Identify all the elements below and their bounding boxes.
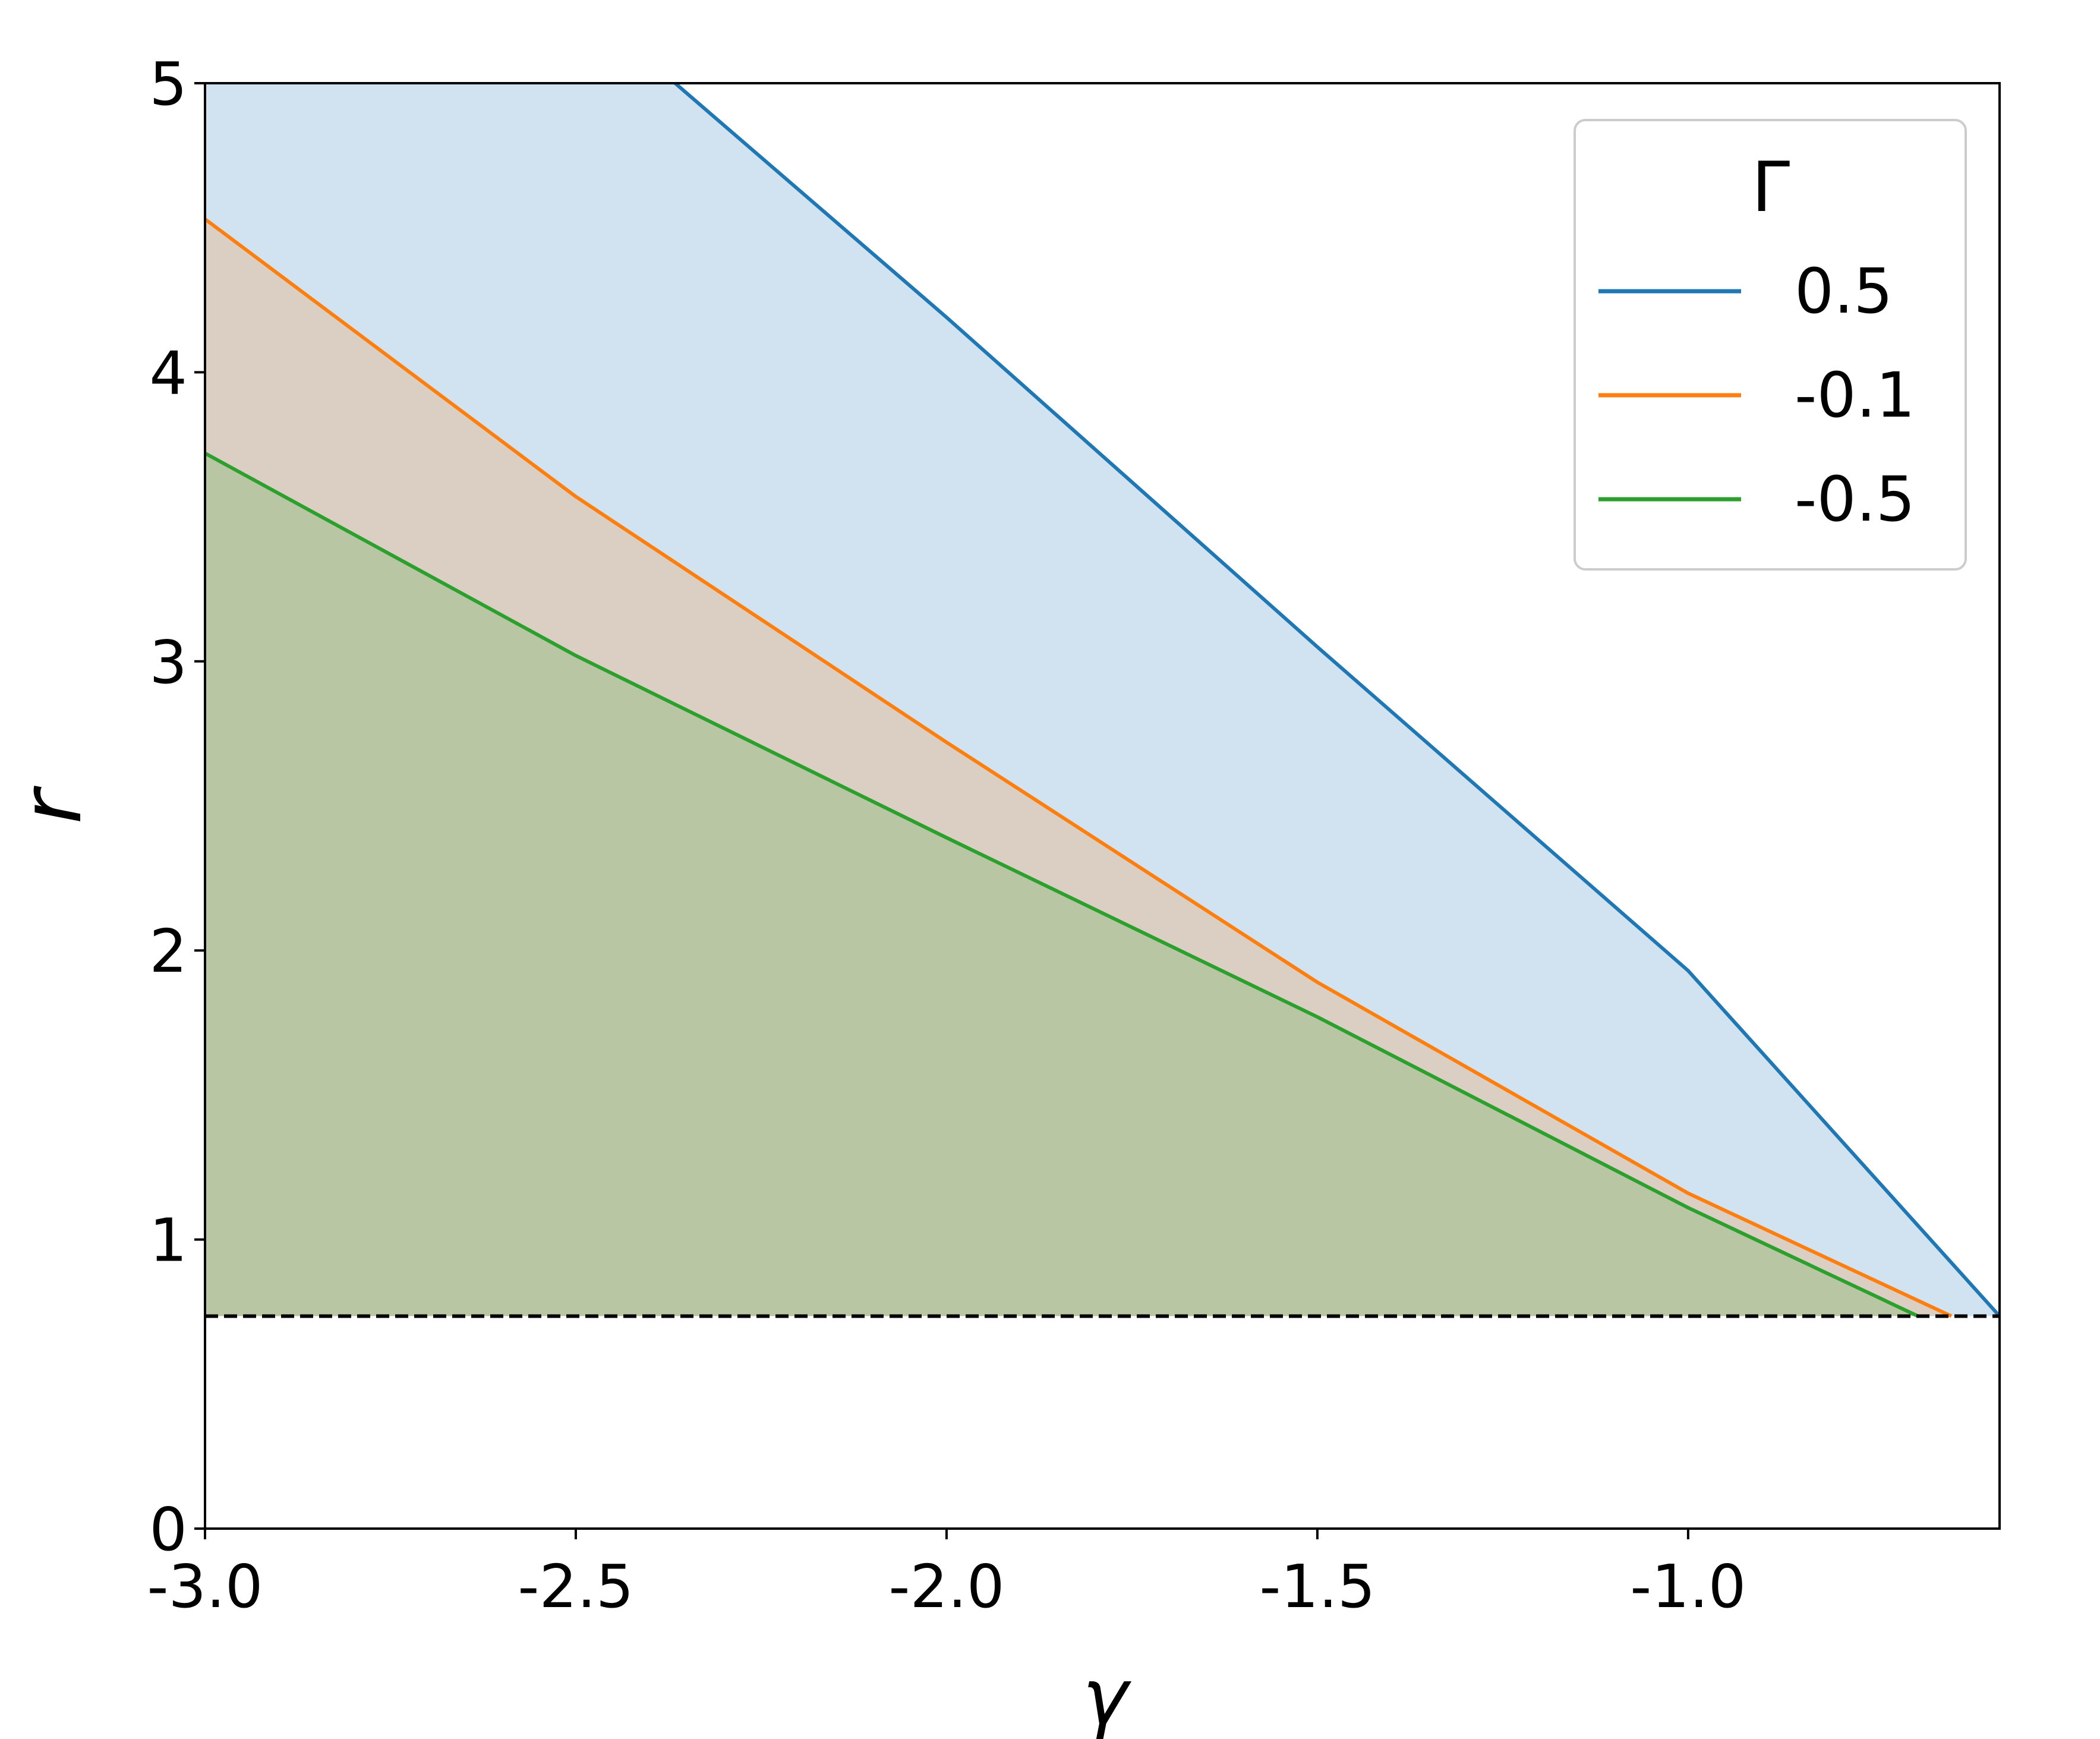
series-line-2 [205,451,1919,1318]
x-tick-label: -1.5 [1259,1552,1375,1621]
legend-entry-label: -0.5 [1795,463,1915,535]
legend: Γ 0.5 -0.1 -0.5 [1574,119,1967,571]
y-axis-label: r [4,786,100,824]
y-tick-label: 2 [149,916,187,986]
y-tick-label: 1 [149,1206,187,1275]
fill-regions [205,83,2000,1316]
x-tick-label: -2.5 [518,1552,633,1621]
x-tick-label: -3.0 [147,1552,263,1621]
x-tick-label: -1.0 [1630,1552,1746,1621]
y-tick-label: 3 [149,628,187,697]
series-line-0 [671,83,2000,1318]
plot-frame [204,82,2001,1530]
legend-box [1574,119,1967,571]
series-lines [205,83,2000,1318]
y-axis: 0 1 2 3 4 5 [149,49,205,1564]
x-axis: -3.0 -2.5 -2.0 -1.5 -1.0 [147,1529,1746,1621]
x-tick-label: -2.0 [888,1552,1004,1621]
legend-entry-label: -0.1 [1795,359,1915,431]
y-tick-label: 0 [149,1495,187,1564]
legend-title: Γ [1752,147,1790,228]
fill-region-2 [205,453,1918,1316]
x-axis-label: γ [1083,1652,1132,1739]
legend-entry-label: 0.5 [1795,255,1893,327]
y-tick-label: 4 [149,338,187,408]
series-line-1 [205,218,1953,1318]
y-tick-label: 5 [149,49,187,119]
